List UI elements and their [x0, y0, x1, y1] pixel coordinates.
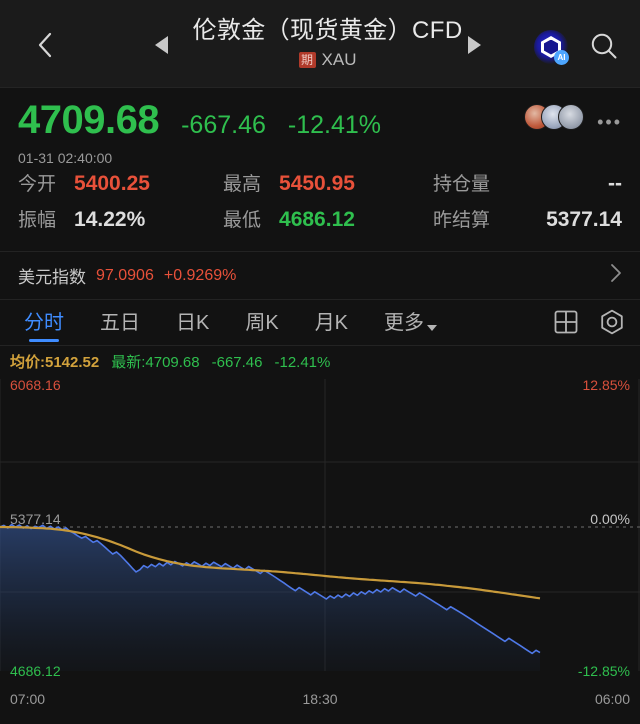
tab-five-day[interactable]: 五日: [100, 311, 140, 334]
search-button[interactable]: [588, 30, 620, 62]
stat-label: 昨结算: [433, 210, 491, 231]
navigation-bar: 伦敦金（现货黄金）CFD 期 XAU AI: [0, 0, 640, 88]
search-icon: [591, 33, 617, 59]
stat-label: 最高: [223, 174, 262, 195]
stat-label: 振幅: [18, 210, 57, 231]
symbol-header: 伦敦金（现货黄金）CFD 期 XAU: [175, 16, 480, 70]
legend-change-percent: -12.41%: [274, 354, 331, 371]
hex-settings-icon: [601, 309, 623, 335]
tab-weekly-k[interactable]: 周K: [245, 311, 279, 334]
price-row: 4709.68 -667.46 -12.41%: [18, 98, 622, 143]
futures-badge: 期: [298, 52, 316, 68]
ai-assistant-button[interactable]: AI: [534, 30, 569, 65]
symbol-subtitle: 期 XAU: [175, 50, 480, 70]
axis-label-top-right: 12.85%: [582, 377, 630, 393]
chart-settings-button[interactable]: [598, 308, 626, 336]
stat-label: 今开: [18, 174, 57, 195]
symbol-code: XAU: [321, 50, 357, 69]
stat-value: 5450.95: [279, 172, 355, 195]
stat-low: 最低 4686.12: [223, 205, 433, 232]
chart-canvas: [0, 379, 640, 671]
grid-layout-icon: [554, 310, 578, 334]
chart-tool-icons: [552, 308, 626, 336]
dollar-index-row[interactable]: 美元指数 97.0906 +0.9269%: [0, 251, 640, 300]
stat-label: 持仓量: [433, 174, 491, 195]
chart-period-tabs: 分时 五日 日K 周K 月K 更多: [0, 300, 640, 346]
chevron-right-icon: [611, 264, 621, 282]
axis-tick-end: 06:00: [594, 691, 630, 707]
price-area-fill: [0, 524, 540, 671]
chevron-left-icon: [38, 32, 52, 58]
more-options-button[interactable]: •••: [597, 112, 622, 132]
tab-daily-k[interactable]: 日K: [176, 311, 210, 334]
tab-more-label: 更多: [384, 311, 425, 334]
dollar-index-expand-button[interactable]: [610, 263, 622, 288]
ai-hexagon-inner-icon: [544, 39, 558, 55]
page-title: 伦敦金（现货黄金）CFD: [192, 17, 463, 44]
dollar-index-change: +0.9269%: [163, 266, 237, 284]
axis-label-mid-left: 5377.14: [10, 511, 61, 527]
chevron-down-icon: [427, 324, 438, 331]
stat-value: 14.22%: [74, 208, 146, 231]
axis-label-bottom-left: 4686.12: [10, 663, 61, 679]
stat-high: 最高 5450.95: [223, 169, 433, 196]
dollar-index-label: 美元指数: [18, 268, 86, 287]
tab-more[interactable]: 更多: [374, 301, 447, 345]
legend-last: 最新:4709.68: [111, 354, 200, 371]
stat-value: 5377.14: [546, 208, 622, 231]
stat-value: 5400.25: [74, 172, 150, 195]
axis-tick-middle: 18:30: [302, 691, 338, 707]
intraday-chart[interactable]: 6068.16 12.85% 5377.14 0.00% 4686.12 -12…: [0, 375, 640, 715]
stat-open: 今开 5400.25: [18, 169, 223, 196]
dollar-index-value: 97.0906: [96, 266, 154, 284]
chart-legend: 均价:5142.52 最新:4709.68 -667.46 -12.41%: [0, 346, 640, 375]
ai-badge-label: AI: [554, 50, 569, 65]
stat-open-interest: 持仓量 --: [433, 169, 622, 196]
price-summary: 4709.68 -667.46 -12.41% 01-31 02:40:00 •…: [0, 88, 640, 166]
previous-symbol-button[interactable]: [155, 36, 168, 54]
price-change: -667.46: [181, 111, 266, 139]
stat-amplitude: 振幅 14.22%: [18, 205, 223, 232]
statistics-row: 振幅 14.22% 最低 4686.12 昨结算 5377.14: [18, 205, 622, 232]
average-line: [0, 525, 541, 600]
avatar: [558, 104, 584, 130]
axis-tick-start: 07:00: [10, 691, 46, 707]
statistics-row: 今开 5400.25 最高 5450.95 持仓量 --: [18, 169, 622, 196]
axis-label-mid-right: 0.00%: [590, 511, 630, 527]
stat-label: 最低: [223, 210, 262, 231]
legend-change: -667.46: [211, 354, 263, 371]
tab-intraday[interactable]: 分时: [14, 301, 74, 345]
stat-prev-settlement: 昨结算 5377.14: [433, 205, 622, 232]
stat-value: --: [608, 172, 622, 195]
axis-label-bottom-right: -12.85%: [577, 663, 630, 679]
tab-monthly-k[interactable]: 月K: [314, 311, 349, 334]
viewer-avatars[interactable]: [524, 104, 584, 130]
price-change-percent: -12.41%: [287, 111, 382, 139]
legend-average: 均价:5142.52: [10, 354, 100, 371]
axis-label-top-left: 6068.16: [10, 377, 61, 393]
statistics-grid: 今开 5400.25 最高 5450.95 持仓量 -- 振幅 14.22% 最…: [0, 165, 640, 249]
grid-layout-button[interactable]: [552, 308, 580, 336]
quote-timestamp: 01-31 02:40:00: [18, 150, 113, 166]
next-symbol-button[interactable]: [468, 36, 481, 54]
last-price: 4709.68: [18, 98, 160, 142]
stat-value: 4686.12: [279, 208, 355, 231]
back-button[interactable]: [30, 30, 60, 60]
price-line: [0, 523, 541, 655]
